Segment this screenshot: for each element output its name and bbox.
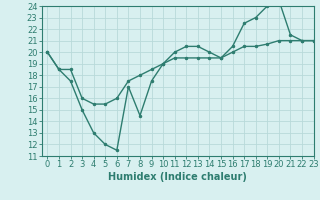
X-axis label: Humidex (Indice chaleur): Humidex (Indice chaleur) xyxy=(108,172,247,182)
